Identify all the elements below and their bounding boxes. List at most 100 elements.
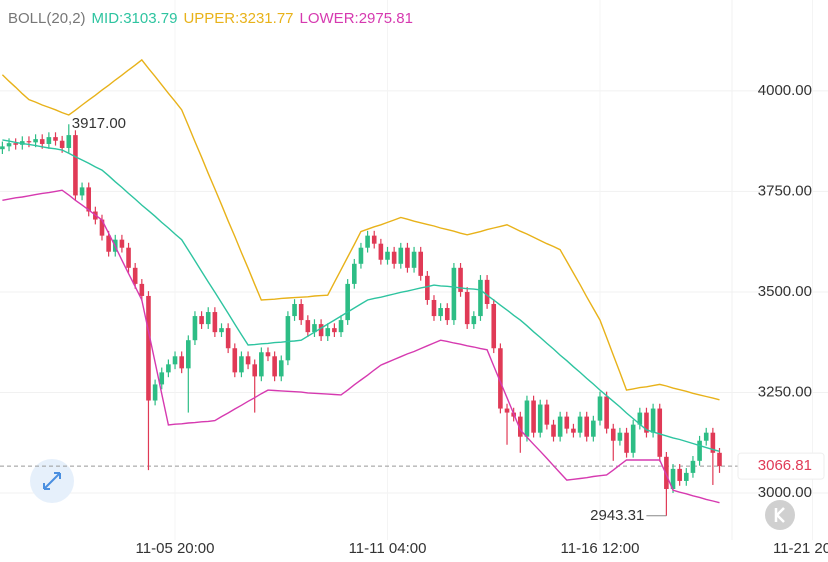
- candle-body: [139, 283, 145, 296]
- candle-body: [438, 308, 443, 317]
- last-price-box: [737, 452, 825, 480]
- candle-body: [677, 468, 682, 481]
- candle-body: [717, 452, 722, 467]
- candle-body: [99, 219, 105, 236]
- candle-body: [46, 137, 52, 144]
- candle-body: [537, 404, 543, 433]
- candle-body: [179, 356, 184, 369]
- candle-body: [219, 328, 224, 333]
- candle-body: [703, 432, 709, 441]
- candle-body: [405, 247, 410, 268]
- candle-body: [345, 283, 350, 321]
- candle-body: [604, 396, 609, 429]
- candle-body: [66, 135, 72, 148]
- candle-body: [33, 139, 38, 143]
- indicator-label: BOLL(20,2): [8, 10, 86, 27]
- candle-body: [332, 328, 337, 333]
- candle-body: [451, 267, 457, 321]
- expand-button[interactable]: [30, 459, 74, 503]
- candle-body: [212, 312, 218, 333]
- candle-body: [305, 320, 311, 333]
- candle-body: [564, 416, 570, 429]
- candle-body: [378, 243, 384, 260]
- candle-body: [245, 356, 251, 365]
- min-label: 2943.31: [590, 507, 644, 524]
- candle-body: [285, 316, 291, 361]
- candle-body: [670, 468, 676, 489]
- candle-body: [79, 187, 85, 196]
- candle-body: [132, 267, 138, 284]
- candle-body: [0, 146, 5, 150]
- band-line: [2, 189, 720, 504]
- candle-body: [571, 428, 576, 433]
- candle-body: [584, 416, 590, 437]
- candle-body: [86, 187, 92, 212]
- x-tick-label: 11-16 12:00: [561, 540, 640, 557]
- candle-body: [644, 412, 649, 433]
- y-tick-label: 3750.00: [758, 182, 812, 199]
- candle-body: [484, 279, 490, 305]
- candle-body: [444, 308, 450, 321]
- candle-body: [278, 360, 284, 377]
- x-tick-label: 11-05 20:00: [136, 540, 215, 557]
- candle-body: [650, 408, 656, 433]
- x-tick-label: 11-21 20:00: [773, 540, 828, 557]
- k-button[interactable]: [765, 500, 795, 530]
- candle-body: [684, 472, 689, 481]
- candle-body: [498, 348, 503, 409]
- candle-body: [73, 135, 78, 196]
- candle-body: [657, 408, 663, 457]
- candle-body: [464, 291, 470, 325]
- y-tick-label: 3000.00: [758, 484, 812, 501]
- legend-entry: LOWER:2975.81: [300, 10, 413, 27]
- y-tick-label: 3250.00: [758, 383, 812, 400]
- candle-body: [59, 140, 65, 148]
- candle-body: [146, 295, 151, 401]
- candle-body: [106, 235, 111, 252]
- candle-body: [225, 328, 231, 349]
- candle-body: [398, 247, 404, 264]
- candle-body: [272, 356, 277, 377]
- candle-body: [577, 416, 583, 433]
- candle-body: [298, 304, 304, 321]
- candle-body: [166, 364, 171, 373]
- candle-body: [192, 316, 198, 341]
- candle-body: [491, 304, 497, 349]
- legend-entry: UPPER:3231.77: [183, 10, 293, 27]
- x-tick-label: 11-11 04:00: [349, 540, 427, 557]
- candle-body: [697, 440, 702, 461]
- candle-body: [6, 143, 12, 147]
- candle-body: [531, 400, 536, 433]
- candle-body: [471, 316, 477, 325]
- candle-body: [710, 432, 716, 453]
- candle-body: [152, 384, 158, 401]
- candle-body: [312, 324, 317, 333]
- candle-body: [325, 328, 331, 337]
- candle-body: [199, 316, 204, 325]
- candle-body: [53, 137, 58, 141]
- candle-body: [318, 324, 324, 337]
- candle-body: [637, 412, 643, 425]
- candle-body: [617, 432, 623, 441]
- candle-body: [458, 267, 463, 292]
- max-label: 3917.00: [72, 115, 126, 132]
- candle-body: [205, 312, 211, 325]
- y-tick-label: 3500.00: [758, 283, 812, 300]
- candle-body: [690, 460, 696, 473]
- candle-body: [358, 247, 364, 264]
- candle-body: [352, 263, 357, 284]
- candle-body: [624, 432, 629, 453]
- legend-entry: MID:3103.79: [92, 10, 178, 27]
- candle-body: [544, 404, 550, 425]
- candle-body: [518, 416, 523, 437]
- candle-body: [26, 141, 32, 143]
- band-line: [1, 58, 720, 401]
- y-tick-label: 4000.00: [758, 82, 812, 99]
- candle-body: [597, 396, 603, 421]
- candle-body: [126, 247, 131, 268]
- candle-body: [39, 139, 45, 144]
- candle-body: [259, 352, 264, 377]
- candle-body: [232, 348, 238, 373]
